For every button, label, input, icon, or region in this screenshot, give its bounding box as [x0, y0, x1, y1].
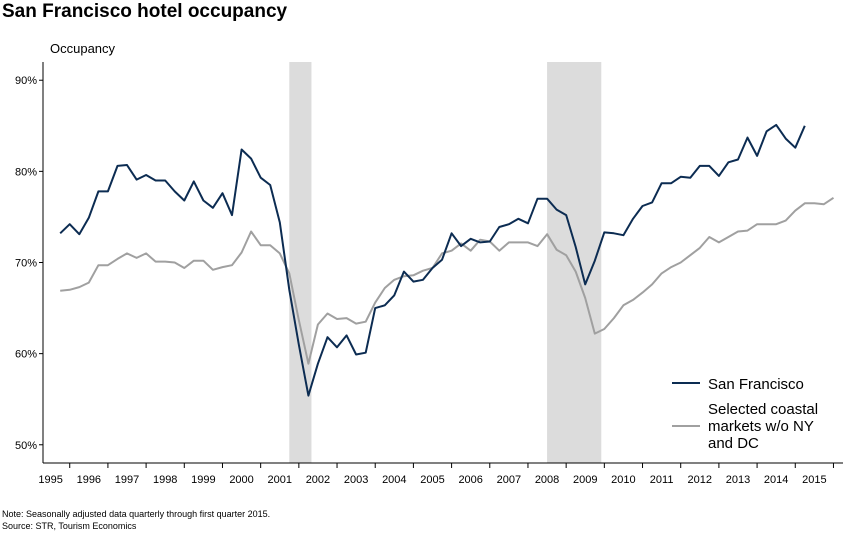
- x-tick-label: 2001: [268, 474, 292, 486]
- legend: San Francisco Selected coastal markets w…: [672, 376, 818, 452]
- x-tick-label: 2004: [382, 474, 406, 486]
- x-tick-label: 1997: [115, 474, 139, 486]
- axes: 50% 60% 70% 80% 90% 1995 1996 1997 1998 1999 2000 2…: [15, 62, 843, 486]
- legend-label-coastal-markets-line2: markets w/o NY: [708, 418, 814, 435]
- x-tick-label: 2003: [344, 474, 368, 486]
- x-tick-label: 2005: [420, 474, 444, 486]
- footnote-source: Source: STR, Tourism Economics: [2, 521, 137, 531]
- y-tick-label: 60%: [15, 349, 37, 361]
- series-line-san-francisco: [59, 123, 806, 397]
- series-line-coastal-markets: [60, 196, 835, 365]
- x-tick-label: 2007: [497, 474, 521, 486]
- legend-label-coastal-markets-line1: Selected coastal: [708, 401, 818, 418]
- x-tick-label: 1998: [153, 474, 177, 486]
- x-tick-label: 2009: [573, 474, 597, 486]
- y-tick-label: 80%: [15, 166, 37, 178]
- x-tick-label: 2010: [611, 474, 635, 486]
- x-tick-label: 1996: [77, 474, 101, 486]
- y-axis-title: Occupancy: [50, 41, 116, 56]
- recession-band-1: [289, 62, 312, 463]
- y-tick-label: 90%: [15, 75, 37, 87]
- legend-label-san-francisco: San Francisco: [708, 376, 804, 393]
- y-tick-label: 70%: [15, 258, 37, 270]
- y-tick-label: 50%: [15, 440, 37, 452]
- x-tick-label: 2014: [764, 474, 788, 486]
- x-tick-label: 2015: [802, 474, 826, 486]
- x-tick-label: 1999: [191, 474, 215, 486]
- line-chart: Occupancy 50% 60% 70% 80% 90% 1995 1996 1997 199…: [15, 41, 843, 486]
- chart-title: San Francisco hotel occupancy: [2, 1, 288, 22]
- x-tick-label: 2011: [650, 474, 674, 486]
- legend-label-coastal-markets-line3: and DC: [708, 435, 759, 452]
- x-tick-label: 1995: [38, 474, 62, 486]
- recession-bands: [289, 62, 602, 463]
- x-tick-label: 2006: [458, 474, 482, 486]
- x-tick-label: 2002: [306, 474, 330, 486]
- x-tick-label: 2008: [535, 474, 559, 486]
- x-tick-label: 2012: [688, 474, 712, 486]
- series-lines: [59, 123, 835, 397]
- footnote-note: Note: Seasonally adjusted data quarterly…: [2, 509, 271, 519]
- x-tick-label: 2000: [229, 474, 253, 486]
- x-tick-label: 2013: [726, 474, 750, 486]
- recession-band-2: [547, 62, 602, 463]
